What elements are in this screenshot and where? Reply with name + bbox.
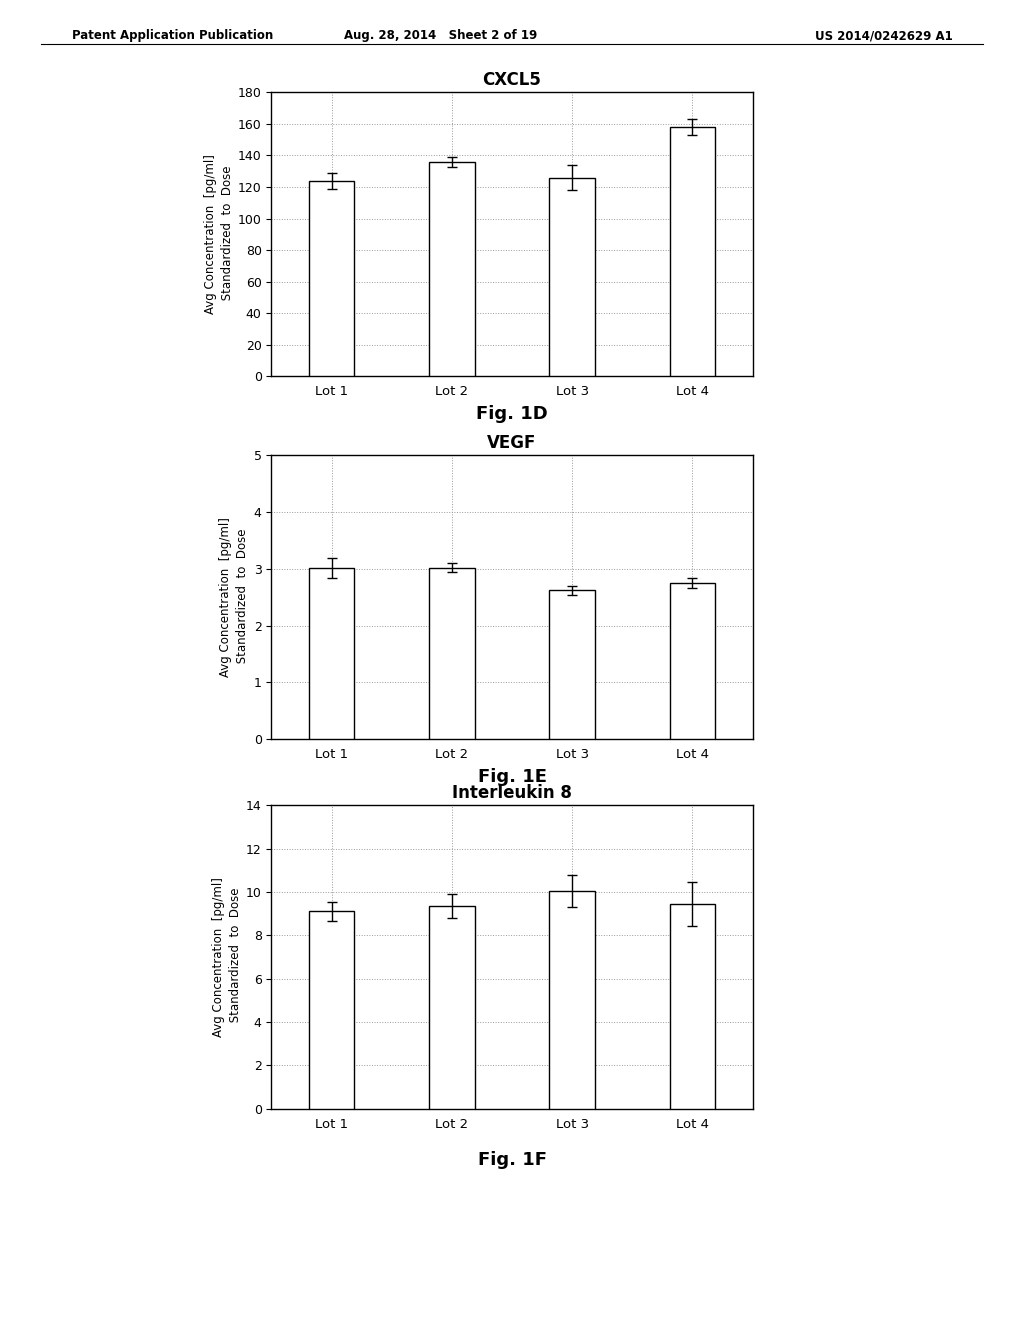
Title: VEGF: VEGF <box>487 434 537 453</box>
Y-axis label: Avg Concentration  [pg/ml]
 Standardized  to  Dose: Avg Concentration [pg/ml] Standardized t… <box>219 517 250 677</box>
Bar <box>308 181 354 376</box>
Bar <box>429 568 475 739</box>
Title: CXCL5: CXCL5 <box>482 71 542 90</box>
Bar <box>670 583 716 739</box>
Text: Fig. 1D: Fig. 1D <box>476 405 548 424</box>
Bar <box>549 590 595 739</box>
Bar <box>429 162 475 376</box>
Text: US 2014/0242629 A1: US 2014/0242629 A1 <box>814 29 952 42</box>
Title: Interleukin 8: Interleukin 8 <box>452 784 572 803</box>
Text: Fig. 1F: Fig. 1F <box>477 1151 547 1170</box>
Bar <box>308 911 354 1109</box>
Text: Aug. 28, 2014   Sheet 2 of 19: Aug. 28, 2014 Sheet 2 of 19 <box>344 29 537 42</box>
Text: Patent Application Publication: Patent Application Publication <box>72 29 273 42</box>
Y-axis label: Avg Concentration  [pg/ml]
 Standardized  to  Dose: Avg Concentration [pg/ml] Standardized t… <box>212 876 242 1038</box>
Text: Fig. 1E: Fig. 1E <box>477 768 547 787</box>
Bar <box>549 177 595 376</box>
Bar <box>670 127 716 376</box>
Bar <box>429 906 475 1109</box>
Bar <box>549 891 595 1109</box>
Bar <box>308 568 354 739</box>
Y-axis label: Avg Concentration  [pg/ml]
 Standardized  to  Dose: Avg Concentration [pg/ml] Standardized t… <box>204 154 233 314</box>
Bar <box>670 904 716 1109</box>
